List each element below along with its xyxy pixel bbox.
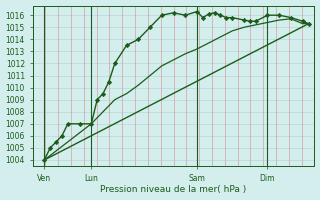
X-axis label: Pression niveau de la mer( hPa ): Pression niveau de la mer( hPa )	[100, 185, 247, 194]
